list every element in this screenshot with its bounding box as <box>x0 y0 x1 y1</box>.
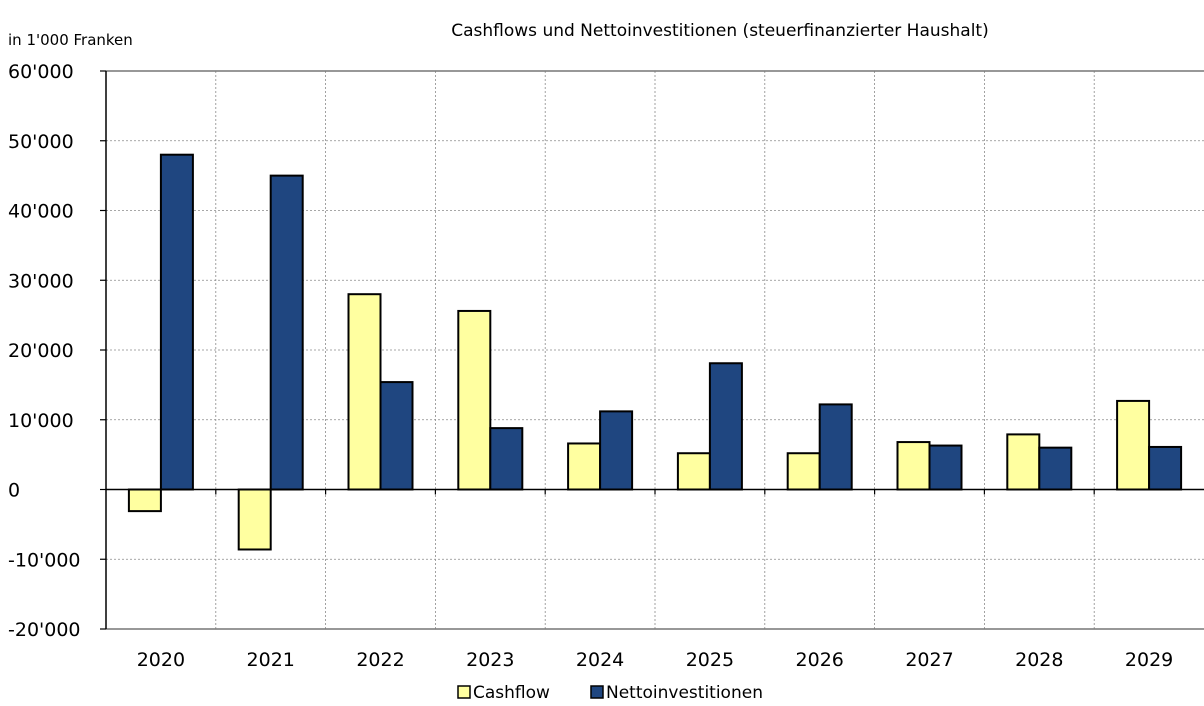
bar-nettoinvestitionen-2023 <box>489 427 524 491</box>
x-tick-labels: 2020 2021 2022 2023 2024 2025 2026 2027 2028 2029 <box>137 649 1174 671</box>
bar-cashflow-2021 <box>237 488 272 551</box>
x-tick-label: 2025 <box>686 649 734 671</box>
y-tick-labels: 60'000 50'000 40'000 30'000 20'000 10'000 0 -10… <box>8 61 81 641</box>
x-tick-label: 2029 <box>1125 649 1173 671</box>
x-tick-label: 2027 <box>905 649 953 671</box>
y-tick-label: 40'000 <box>8 201 74 223</box>
bar-cashflow-2027 <box>896 441 931 491</box>
x-tick-label: 2021 <box>247 649 295 671</box>
bar-nettoinvestitionen-2026 <box>818 403 853 491</box>
x-tick-label: 2024 <box>576 649 624 671</box>
y-tick-label: -20'000 <box>8 619 81 641</box>
unit-label: in 1'000 Franken <box>8 31 133 49</box>
bars <box>127 153 1183 551</box>
x-tick-label: 2028 <box>1015 649 1063 671</box>
x-tick-label: 2022 <box>356 649 404 671</box>
legend-swatch-cashflow <box>457 685 471 699</box>
legend-label-nettoinvestitionen: Nettoinvestitionen <box>606 683 763 703</box>
gridlines <box>106 71 1204 629</box>
bar-nettoinvestitionen-2022 <box>379 381 414 491</box>
bar-nettoinvestitionen-2020 <box>159 153 194 491</box>
legend-swatch-nettoinvestitionen <box>590 685 604 699</box>
legend-label-cashflow: Cashflow <box>473 683 550 703</box>
bar-nettoinvestitionen-2021 <box>269 174 304 491</box>
y-tick-label: 60'000 <box>8 61 74 83</box>
x-tick-label: 2020 <box>137 649 185 671</box>
bar-nettoinvestitionen-2029 <box>1148 445 1183 491</box>
y-tick-label: -10'000 <box>8 549 81 571</box>
bar-cashflow-2028 <box>1006 433 1041 491</box>
bar-cashflow-2023 <box>457 309 492 491</box>
y-tick-label: 10'000 <box>8 410 74 432</box>
x-tick-label: 2023 <box>466 649 514 671</box>
bar-nettoinvestitionen-2025 <box>708 362 743 491</box>
y-tick-label: 20'000 <box>8 340 74 362</box>
bar-cashflow-2020 <box>127 488 162 513</box>
bar-nettoinvestitionen-2028 <box>1038 446 1073 491</box>
chart-title: Cashflows und Nettoinvestitionen (steuer… <box>451 21 988 41</box>
bar-cashflow-2025 <box>676 452 711 491</box>
axes <box>100 70 1204 630</box>
bar-cashflow-2026 <box>786 452 821 491</box>
y-tick-label: 0 <box>8 480 20 502</box>
y-tick-label: 50'000 <box>8 131 74 153</box>
bar-cashflow-2022 <box>347 293 382 491</box>
y-tick-label: 30'000 <box>8 270 74 292</box>
bar-cashflow-2024 <box>567 442 602 491</box>
bar-nettoinvestitionen-2024 <box>599 410 634 491</box>
bar-nettoinvestitionen-2027 <box>928 444 963 491</box>
x-tick-label: 2026 <box>796 649 844 671</box>
legend: Cashflow Nettoinvestitionen <box>457 683 763 703</box>
bar-cashflow-2029 <box>1116 399 1151 491</box>
